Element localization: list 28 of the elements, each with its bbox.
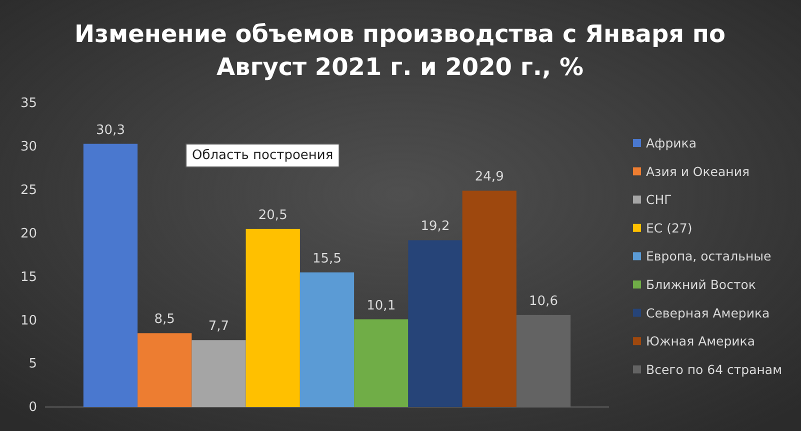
data-label: 10,6 bbox=[529, 294, 558, 309]
legend-label: ЕС (27) bbox=[646, 220, 692, 236]
y-tick-label: 30 bbox=[20, 140, 37, 155]
legend-label: Южная Америка bbox=[646, 334, 756, 349]
annotation: Область построения bbox=[192, 148, 334, 163]
y-tick-label: 10 bbox=[20, 313, 37, 328]
data-label: 15,5 bbox=[312, 251, 342, 266]
data-label: 8,5 bbox=[154, 312, 175, 328]
legend-label: Всего по 64 странам bbox=[646, 362, 782, 377]
y-tick-label: 15 bbox=[20, 270, 37, 285]
data-label: 7,7 bbox=[208, 319, 230, 334]
data-label: 24,9 bbox=[474, 170, 504, 185]
legend-label: Европа, остальные bbox=[646, 248, 772, 264]
data-label: 20,5 bbox=[258, 208, 288, 223]
y-tick-label: 20 bbox=[20, 226, 37, 242]
legend-label: Северная Америка bbox=[646, 305, 770, 320]
chart-title: Изменение объемов производства с Января по Август 2021 г. и 2020 г., % bbox=[74, 20, 726, 81]
data-label: 10,1 bbox=[366, 298, 396, 314]
y-tick-label: 35 bbox=[20, 96, 37, 112]
y-tick-label: 5 bbox=[28, 356, 37, 372]
legend-label: Африка bbox=[646, 136, 697, 150]
data-label: 30,3 bbox=[96, 122, 125, 138]
y-tick-label: 0 bbox=[28, 400, 37, 416]
legend-label: СНГ bbox=[646, 192, 672, 208]
y-tick-label: 25 bbox=[20, 183, 37, 198]
legend-label: Ближний Восток bbox=[646, 277, 756, 292]
data-label: 19,2 bbox=[420, 219, 450, 234]
legend-label: Азия и Океания bbox=[646, 164, 750, 179]
